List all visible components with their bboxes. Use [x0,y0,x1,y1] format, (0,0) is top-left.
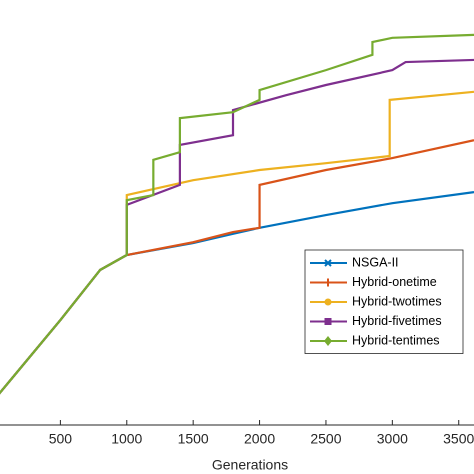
legend-label: Hybrid-onetime [352,275,437,289]
series-line [0,33,474,395]
legend-label: Hybrid-fivetimes [352,314,442,328]
x-axis-label: Generations [212,457,288,473]
legend-marker [324,336,332,346]
legend-marker [324,259,332,267]
legend: NSGA-II Hybrid-onetime Hybrid-twotimes Hybr… [304,249,464,354]
x-tick-label: 2000 [244,431,275,447]
x-tick-label: 500 [49,431,73,447]
legend-label: Hybrid-twotimes [352,294,442,308]
legend-marker [324,298,332,306]
x-tick-label: 3000 [377,431,408,447]
legend-marker [324,318,332,325]
legend-label: Hybrid-tentimes [352,333,440,347]
legend-marker [324,278,332,287]
x-tick-label: 1500 [178,431,209,447]
x-tick-label: 2500 [310,431,341,447]
x-tick-label: 3500 [443,431,474,447]
x-tick-label: 1000 [111,431,142,447]
legend-label: NSGA-II [352,255,399,269]
